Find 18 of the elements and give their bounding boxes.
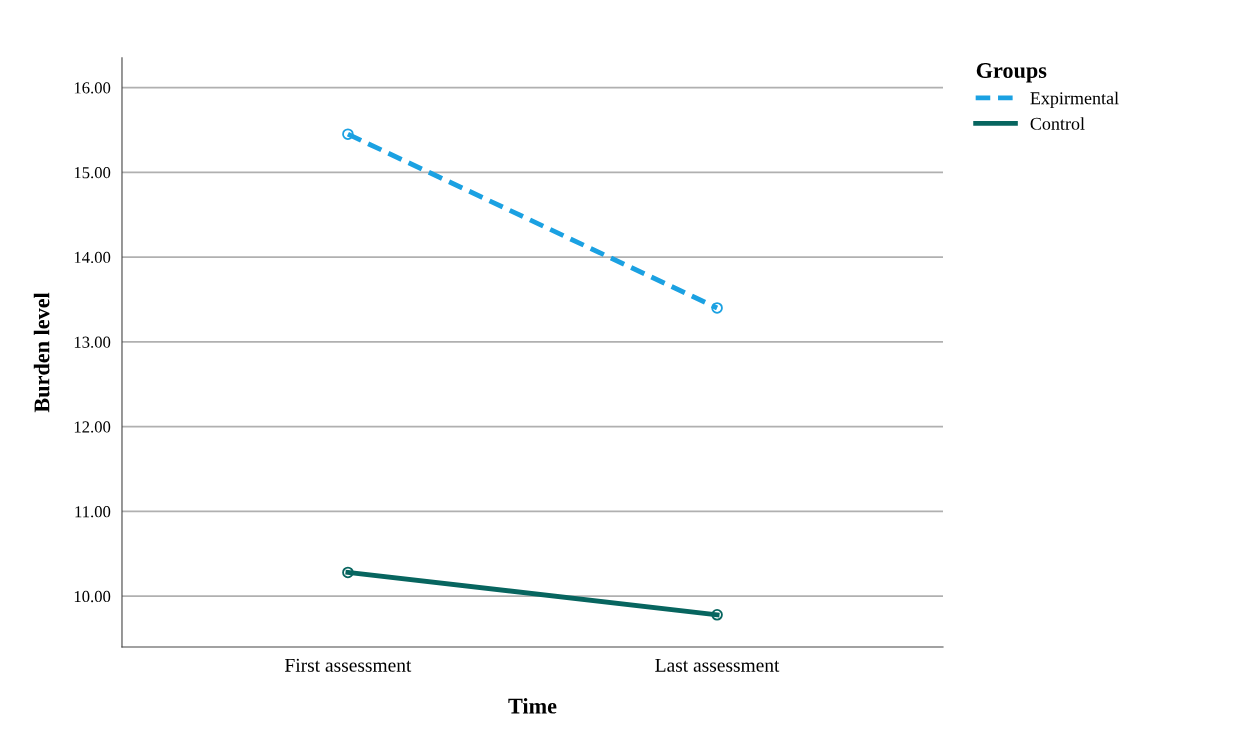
- point: [711, 609, 723, 621]
- point: [342, 566, 354, 579]
- x-tick-label: Last assessment: [655, 658, 780, 672]
- y-tick-label: 11.00: [75, 506, 111, 518]
- x-axis-title: Time: [508, 697, 557, 714]
- legend-label: Expirmental: [1030, 91, 1119, 109]
- point: [711, 302, 723, 314]
- x-tick-label: First assessment: [285, 658, 412, 672]
- y-tick-label: 14.00: [74, 251, 111, 264]
- legend-label: Control: [1030, 117, 1085, 130]
- y-tick-label: 15.00: [74, 167, 111, 179]
- point: [342, 128, 354, 140]
- y-axis-title: Burden level: [33, 292, 50, 413]
- y-tick-label: 10.00: [74, 590, 111, 603]
- y-tick-label: 12.00: [74, 421, 111, 433]
- y-tick-label: 16.00: [74, 82, 111, 94]
- y-tick-label: 13.00: [74, 336, 111, 348]
- legend-title: Groups: [976, 63, 1047, 83]
